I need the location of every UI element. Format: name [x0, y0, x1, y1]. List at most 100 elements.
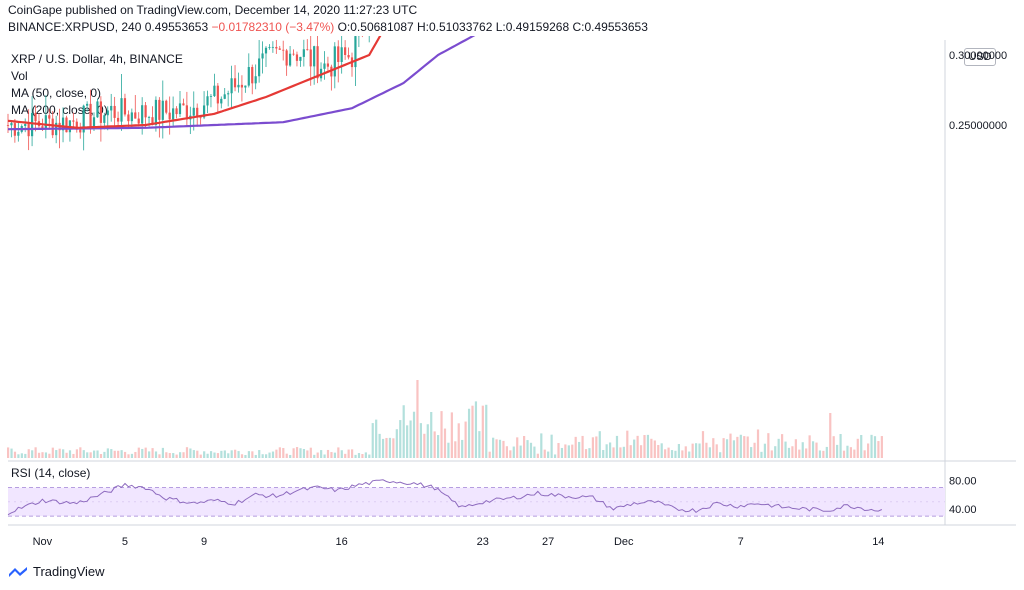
volume-bar — [598, 431, 601, 458]
volume-bar — [175, 454, 178, 458]
candle — [233, 78, 237, 88]
candle — [137, 118, 140, 124]
volume-bar — [567, 445, 570, 458]
volume-bar — [763, 443, 766, 458]
volume-bar — [774, 446, 777, 458]
tradingview-brand[interactable]: TradingView — [8, 564, 105, 579]
candle — [161, 100, 164, 120]
volume-bar — [756, 429, 760, 458]
ma200-line[interactable] — [8, 36, 882, 131]
legend-ma50[interactable]: MA (50, close, 0) — [11, 86, 102, 100]
volume-bar — [825, 446, 828, 458]
volume-bar — [853, 449, 856, 458]
volume-bar — [192, 450, 195, 458]
candle — [144, 105, 147, 118]
volume-bar — [650, 438, 653, 458]
volume-bar — [808, 435, 811, 458]
candle — [323, 63, 326, 69]
candle — [199, 117, 202, 119]
time-tick-label: 16 — [336, 536, 348, 548]
volume-bar — [44, 452, 48, 458]
volume-bar — [615, 435, 619, 458]
volume-bar — [832, 436, 835, 458]
volume-bar — [426, 424, 429, 458]
candle — [237, 84, 240, 88]
currency-button[interactable]: USD — [964, 48, 996, 66]
volume-bar — [478, 431, 481, 458]
volume-bar — [584, 449, 588, 458]
volume-bar — [271, 451, 275, 458]
volume-bar — [736, 436, 739, 458]
volume-bar — [65, 452, 68, 458]
volume-bar — [622, 446, 625, 458]
volume-bar — [818, 450, 822, 458]
legend-volume[interactable]: Vol — [11, 69, 28, 83]
volume-bar — [299, 448, 302, 458]
volume-bar — [815, 442, 818, 458]
volume-bar — [533, 446, 536, 458]
volume-bar — [381, 438, 385, 458]
volume-bar — [354, 454, 357, 458]
volume-bar — [13, 451, 17, 458]
volume-bar — [433, 431, 436, 458]
volume-bar — [681, 450, 684, 458]
candle — [106, 110, 109, 116]
ohlc-values: O:0.50681087 H:0.51033762 L:0.49159268 C… — [337, 20, 648, 34]
volume-bar — [523, 435, 526, 458]
volume-bar — [240, 454, 244, 458]
candle — [89, 103, 92, 128]
candle — [333, 46, 336, 77]
volume-bar — [68, 450, 72, 458]
volume-bar — [639, 445, 643, 458]
legend-rsi[interactable]: RSI (14, close) — [11, 466, 91, 480]
legend-title[interactable]: XRP / U.S. Dollar, 4h, BINANCE — [11, 52, 183, 66]
volume-bar — [863, 450, 866, 458]
volume-bar — [677, 444, 680, 458]
volume-bar — [41, 452, 44, 458]
volume-bar — [375, 419, 378, 458]
volume-bar — [698, 443, 701, 458]
rsi-line[interactable] — [7, 479, 883, 516]
price-chart[interactable]: 0.8…0.750000000.700000000.650000000.6000… — [0, 36, 1024, 560]
volume-bar — [498, 439, 502, 458]
volume-bar — [227, 453, 230, 458]
candle — [192, 107, 195, 116]
volume-bar — [739, 434, 742, 458]
candle — [75, 121, 78, 130]
volume-bar — [254, 454, 257, 458]
volume-bar — [103, 451, 106, 458]
volume-bar — [657, 445, 660, 458]
volume-bar — [368, 454, 371, 458]
volume-bar — [330, 452, 333, 458]
volume-bar — [791, 446, 794, 458]
volume-bar — [416, 380, 419, 458]
symbol-ohlc-line: BINANCE:XRPUSD, 240 0.49553653 −0.017823… — [8, 20, 648, 34]
volume-bar — [450, 412, 453, 458]
volume-bar — [113, 450, 116, 458]
candle — [79, 129, 82, 133]
candle — [337, 46, 340, 62]
candle — [130, 112, 133, 122]
volume-bar — [870, 434, 873, 458]
volume-bar — [344, 453, 347, 458]
volume-bar — [55, 450, 58, 458]
volume-bar — [392, 438, 395, 458]
candle — [24, 124, 27, 127]
volume-bar — [265, 454, 268, 458]
volume-bar — [722, 438, 725, 458]
volume-bar — [725, 439, 729, 458]
volume-bar — [34, 447, 37, 458]
volume-bar — [609, 442, 612, 458]
volume-bar — [777, 438, 780, 458]
candle — [223, 94, 226, 99]
volume-bar — [787, 447, 791, 458]
volume-bar — [37, 452, 41, 458]
ma50-line[interactable] — [7, 36, 882, 129]
candle — [92, 117, 96, 128]
volume-bar — [695, 443, 698, 458]
symbol-interval: BINANCE:XRPUSD, 240 — [8, 20, 142, 34]
candle — [347, 54, 350, 58]
volume-bar — [591, 437, 594, 458]
volume-bar — [688, 451, 691, 458]
volume-bar — [701, 431, 705, 458]
